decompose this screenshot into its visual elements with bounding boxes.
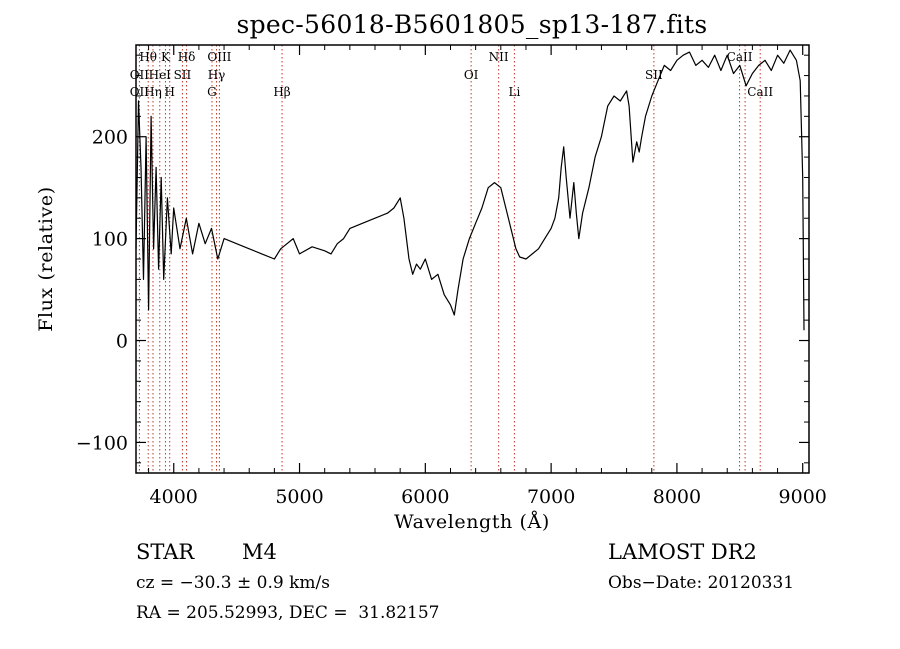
y-tick-label: 0: [116, 331, 128, 353]
emission-line-markers: [138, 45, 761, 473]
line-label: Li: [508, 85, 520, 99]
x-tick-label: 8000: [653, 486, 701, 508]
line-label: OII: [130, 68, 150, 82]
observation-date: Obs−Date: 20120331: [608, 573, 795, 593]
x-tick-label: 7000: [527, 486, 575, 508]
x-tick-label: 4000: [150, 486, 198, 508]
plot-frame: [135, 44, 810, 474]
x-axis-label: Wavelength (Å): [394, 511, 550, 533]
line-label: H: [164, 85, 174, 99]
y-tick-label: 100: [92, 229, 128, 251]
line-label: G: [207, 85, 217, 99]
line-label: NII: [489, 50, 509, 64]
line-label: SII: [174, 68, 192, 82]
line-label: Hη: [144, 85, 162, 99]
sky-coordinates: RA = 205.52993, DEC = 31.82157: [136, 603, 440, 623]
chart-title: spec-56018-B5601805_sp13-187.fits: [236, 10, 707, 39]
line-label: OII: [130, 85, 150, 99]
line-label: Hδ: [178, 50, 196, 64]
line-label: CaII: [727, 50, 753, 64]
object-class: STAR: [136, 540, 195, 564]
line-label: K: [161, 50, 171, 64]
y-tick-label: −100: [76, 432, 128, 454]
x-tick-label: 5000: [275, 486, 323, 508]
line-label: HeI: [149, 68, 172, 82]
line-label: CaII: [747, 85, 773, 99]
line-label: OI: [464, 68, 479, 82]
object-subclass: M4: [242, 540, 277, 564]
line-label: Hβ: [273, 85, 290, 99]
line-label: Hγ: [208, 68, 226, 82]
survey-name: LAMOST DR2: [608, 540, 757, 564]
redshift-velocity: cz = −30.3 ± 0.9 km/s: [136, 573, 330, 593]
spectrum-line: [135, 49, 805, 331]
line-label: OIII: [207, 50, 231, 64]
line-label: Hθ: [139, 50, 157, 64]
x-tick-label: 9000: [779, 486, 827, 508]
y-tick-label: 200: [92, 127, 128, 149]
y-axis-ticks: −100 0 100 200: [76, 54, 809, 464]
x-tick-label: 6000: [401, 486, 449, 508]
x-axis-ticks: 4000 5000 6000 7000 8000 9000: [148, 45, 827, 508]
y-axis-label: Flux (relative): [35, 186, 57, 332]
